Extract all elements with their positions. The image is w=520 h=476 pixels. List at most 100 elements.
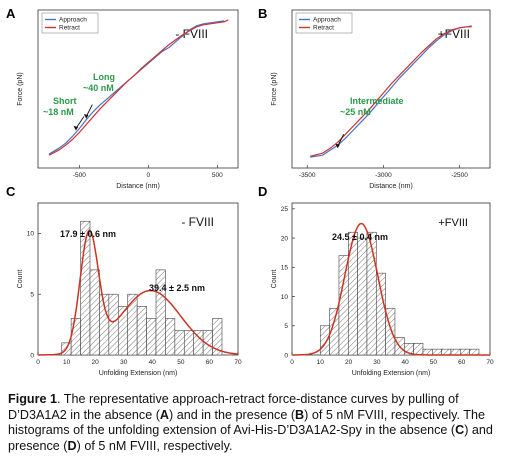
panel-a-annotation-1-arrowhead (83, 114, 89, 119)
panel-d-ytick-label-1: 5 (284, 323, 288, 330)
panel-c-bar-13 (183, 330, 195, 356)
panel-a-ylabel: Force (pN) (17, 72, 24, 105)
panel-b-xtick-label-2: -2500 (451, 172, 468, 179)
panel-d-bar-10 (413, 343, 424, 356)
panel-c-ylabel: Count (17, 270, 24, 289)
panel-b-ylabel: Force (pN) (271, 72, 278, 105)
panel-d-bar-12 (431, 348, 442, 356)
panel-d-condition-label: +FVIII (438, 217, 468, 229)
panel-d-ytick-label-4: 20 (281, 235, 289, 242)
panel-b-axes-frame (291, 9, 491, 169)
panel-c-fit-curve (38, 229, 239, 356)
panel-b-annotation-0-arrowhead (335, 143, 340, 149)
panel-c-ytick-label-0: 0 (30, 352, 34, 359)
panel-b-xlabel: Distance (nm) (369, 183, 413, 190)
panel-a-xtick-label-1: 0 (147, 172, 151, 179)
panel-d-bar-0 (319, 325, 330, 356)
panel-b-xtick-label-0: -3500 (299, 172, 316, 179)
panel-c-bar-5 (108, 293, 119, 356)
panel-d-bar-16 (469, 348, 480, 356)
panel-d-ytick-label-5: 25 (281, 206, 289, 213)
panel-d-bar-11 (422, 348, 433, 356)
panel-c-ytick-label-2: 10 (27, 231, 35, 238)
panel-c-xtick-label-3: 30 (120, 359, 128, 366)
panel-c-xtick-label-0: 0 (36, 359, 40, 366)
panel-a-legend-label-retract: Retract (59, 25, 80, 32)
panel-b-letter: B (258, 6, 267, 21)
panel-c-bar-9 (146, 318, 157, 356)
panel-c-peak-label-0: 17.9 ± 0.6 nm (60, 229, 116, 239)
panel-b-legend-label-retract: Retract (313, 25, 334, 32)
panel-a-xlabel: Distance (nm) (116, 183, 160, 190)
panel-c-bar-1 (70, 318, 81, 356)
panel-d-xlabel: Unfolding Extension (nm) (352, 370, 431, 377)
panel-d-bar-14 (450, 348, 461, 356)
panel-c-bar-3 (89, 269, 100, 356)
panel-b-legend-label-approach: Approach (313, 17, 341, 24)
panel-a-annotation-1-line-1: ~40 nM (83, 83, 114, 93)
caption-ref-b: B (295, 407, 305, 422)
panel-b-annotation-0-line-0: Intermediate (350, 96, 404, 106)
panel-a-annotation-1-line-0: Long (93, 72, 115, 82)
caption-ref-c: C (455, 423, 465, 438)
panel-d-letter: D (258, 184, 267, 199)
panel-d-bar-2 (338, 255, 349, 356)
panel-d-fit-curve (292, 222, 490, 356)
panel-c-xlabel: Unfolding Extension (nm) (99, 370, 178, 377)
panel-a-letter: A (6, 6, 16, 21)
panel-c-bar-7 (127, 293, 138, 356)
caption-text-2: ) and in the presence ( (169, 407, 296, 422)
panel-b-condition-label: +FVIII (438, 27, 470, 41)
panel-b-series-approach-line (310, 25, 472, 158)
panel-d-xtick-label-0: 0 (290, 359, 294, 366)
panel-a-annotation-0-arrowhead (73, 125, 79, 131)
panel-a-xtick-label-0: -500 (73, 172, 86, 179)
panel-d-xtick-label-6: 60 (458, 359, 466, 366)
panel-d-bar-6 (375, 272, 386, 356)
panel-c-peak-label-1: 39.4 ± 2.5 nm (149, 283, 205, 293)
panel-b-series-retract-line (310, 26, 472, 157)
caption-ref-d: D (67, 438, 77, 453)
panel-d-bar-5 (366, 231, 377, 356)
caption-text-3: ) of 5 nM FVIII, respectively. The histo… (8, 407, 485, 438)
panel-c-bar-11 (165, 318, 176, 356)
panel-d-xtick-label-2: 20 (345, 359, 353, 366)
panel-b-xtick-label-1: -3000 (375, 172, 392, 179)
panel-d-ytick-label-2: 10 (281, 294, 289, 301)
panel-a-series-retract-line (48, 19, 229, 156)
panel-a-xtick-label-2: 500 (212, 172, 223, 179)
panel-c-letter: C (6, 184, 16, 199)
panel-c-bar-10 (155, 269, 166, 356)
panel-d-bar-13 (441, 348, 452, 356)
panel-a-annotation-0-line-0: Short (53, 96, 77, 106)
panel-a-annotation-1-arrow (85, 104, 93, 117)
panel-c-xtick-label-2: 20 (92, 359, 100, 366)
figure-caption: Figure 1. The representative approach-re… (8, 392, 514, 454)
panel-d-peak-label-0: 24.5 ± 0.4 nm (332, 232, 388, 242)
panel-c-ytick-label-1: 5 (30, 292, 34, 299)
caption-ref-a: A (159, 407, 170, 422)
panel-d-xtick-label-1: 10 (317, 359, 325, 366)
panel-d-bar-4 (357, 237, 368, 356)
panel-d-xtick-label-5: 50 (430, 359, 438, 366)
panel-c-xtick-label-7: 70 (234, 359, 242, 366)
panel-a-axes-frame (37, 9, 239, 169)
panel-b-annotation-0-line-1: ~25 nM (340, 107, 371, 117)
caption-text-5: ) of 5 nM FVIII, respectively. (76, 438, 233, 453)
panel-a-annotation-0-line-1: ~18 nM (43, 107, 74, 117)
panel-d-ylabel: Count (271, 270, 278, 289)
panel-c-bar-8 (136, 306, 147, 356)
panel-b-annotation-0-arrow (337, 134, 345, 147)
panel-a-condition-label: - FVIII (175, 27, 208, 41)
panel-c-bar-12 (174, 330, 185, 356)
panel-c-xtick-label-6: 60 (206, 359, 214, 366)
panel-c-xtick-label-1: 10 (63, 359, 71, 366)
panel-d-xtick-label-4: 40 (402, 359, 410, 366)
panel-d-xtick-label-3: 30 (373, 359, 381, 366)
panel-a-annotation-0-arrow (75, 116, 85, 129)
panel-d-xtick-label-7: 70 (486, 359, 494, 366)
panel-c-bar-16 (212, 318, 223, 356)
caption-text-4: ) and presence ( (8, 423, 493, 453)
